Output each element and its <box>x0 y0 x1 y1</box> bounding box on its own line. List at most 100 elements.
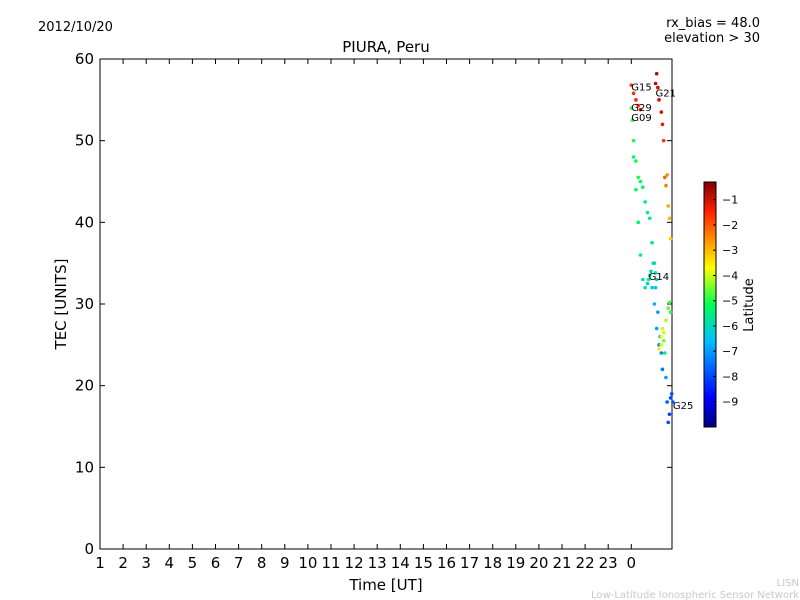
data-point <box>653 271 658 275</box>
data-point <box>631 155 636 159</box>
date-label: 2012/10/20 <box>38 20 113 35</box>
data-point <box>631 91 636 96</box>
colorbar-tick-label: −5 <box>722 295 738 308</box>
x-axis-label: Time [UT] <box>348 576 422 594</box>
plot-frame <box>99 58 673 550</box>
y-tick-label: 20 <box>75 377 94 395</box>
data-point <box>634 98 638 102</box>
data-point <box>668 236 673 241</box>
data-point <box>657 98 661 102</box>
x-tick-label: 20 <box>529 554 548 572</box>
data-point <box>666 204 671 208</box>
x-tick-label: 2 <box>118 554 128 572</box>
x-tick-label: 23 <box>599 554 618 572</box>
data-point <box>660 367 665 372</box>
data-point <box>661 138 666 143</box>
x-axis-ticks: 1 2 3 4 5 6 7 8 9 10 11 12 13 14 15 16 17 18 19 20 21 22 23 0 <box>95 59 636 572</box>
data-point <box>664 318 668 323</box>
colorbar-tick-label: −9 <box>722 396 738 409</box>
data-point <box>667 412 672 417</box>
data-point <box>629 106 634 110</box>
data-point <box>662 351 667 355</box>
data-point <box>634 159 638 163</box>
y-tick-label: 30 <box>75 295 94 313</box>
x-tick-label: 1 <box>95 554 105 572</box>
data-point <box>638 107 643 112</box>
data-point <box>656 310 660 314</box>
elevation-label: elevation > 30 <box>664 31 760 46</box>
data-point <box>649 269 653 274</box>
x-tick-label: 17 <box>460 554 479 572</box>
data-point <box>641 277 645 282</box>
data-point <box>636 175 641 180</box>
credit-short: LISN <box>777 578 799 589</box>
data-point <box>659 110 664 114</box>
satellite-label: G21 <box>656 88 676 99</box>
data-point <box>643 285 647 290</box>
plot-axes <box>99 58 673 550</box>
data-point <box>666 420 671 425</box>
rx-bias-label: rx_bias = 48.0 <box>666 16 760 31</box>
x-tick-label: 7 <box>234 554 244 572</box>
data-point <box>641 185 645 190</box>
credit-long: Low-Latitude Ionospheric Sensor Network <box>591 590 799 600</box>
colorbar-tick-label: −1 <box>722 194 738 207</box>
satellite-label: G25 <box>673 401 693 412</box>
data-point <box>652 302 657 306</box>
colorbar-tick-label: −2 <box>722 219 738 232</box>
data-point <box>654 326 659 331</box>
x-tick-label: 0 <box>627 554 637 572</box>
data-point <box>664 375 668 380</box>
data-point <box>662 175 667 180</box>
data-point <box>645 210 650 215</box>
data-point <box>666 306 671 310</box>
data-point <box>659 343 664 347</box>
data-point <box>668 396 673 400</box>
satellite-label: G09 <box>631 113 651 124</box>
data-point <box>630 118 635 123</box>
x-tick-label: 21 <box>552 554 571 572</box>
data-point <box>636 103 641 108</box>
chart-title: PIURA, Peru <box>342 38 429 56</box>
x-tick-label: 4 <box>165 554 175 572</box>
y-tick-label: 0 <box>84 540 94 558</box>
colorbar-tick-label: −7 <box>722 345 738 358</box>
y-tick-label: 50 <box>75 132 94 150</box>
data-point <box>659 334 664 339</box>
colorbar <box>703 181 717 428</box>
data-point <box>667 216 672 221</box>
y-tick-label: 40 <box>75 213 94 231</box>
data-point <box>668 310 673 314</box>
x-tick-label: 9 <box>280 554 290 572</box>
x-tick-label: 16 <box>437 554 456 572</box>
data-point <box>647 216 652 221</box>
colorbar-gradient <box>703 181 717 428</box>
x-tick-label: 22 <box>576 554 595 572</box>
data-point <box>654 71 659 76</box>
colorbar-label: Latitude <box>742 278 757 332</box>
data-point <box>636 220 641 225</box>
data-points <box>629 71 675 425</box>
data-point <box>634 187 638 192</box>
data-point <box>650 285 654 290</box>
x-tick-label: 5 <box>188 554 198 572</box>
data-point <box>645 281 650 286</box>
data-point <box>660 122 665 127</box>
x-tick-label: 3 <box>141 554 151 572</box>
x-tick-label: 12 <box>345 554 364 572</box>
y-axis-ticks: 0 10 20 30 40 50 60 <box>75 50 672 558</box>
data-point <box>657 347 661 351</box>
data-point <box>653 81 658 86</box>
data-point <box>656 85 660 90</box>
satellite-label: G14 <box>649 272 669 283</box>
data-point <box>647 273 652 278</box>
data-point <box>651 261 656 265</box>
colorbar-tick-label: −3 <box>722 244 738 257</box>
colorbar-tick-label: −8 <box>722 370 738 383</box>
data-point <box>646 277 651 282</box>
x-tick-label: 18 <box>483 554 502 572</box>
satellite-label: G29 <box>631 103 651 114</box>
x-tick-label: 10 <box>298 554 317 572</box>
